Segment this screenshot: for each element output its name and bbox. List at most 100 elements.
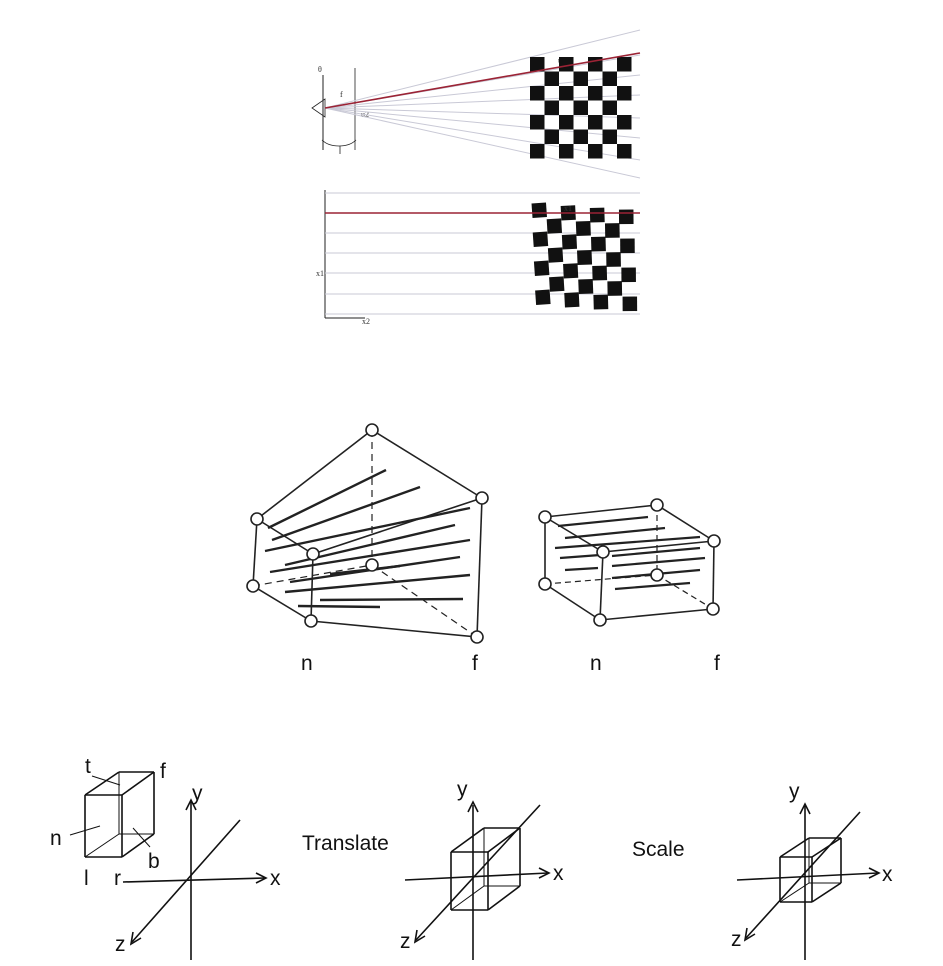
x-axis-arrow [255, 872, 268, 884]
box-inner-line [559, 553, 601, 560]
cuboid-edge [811, 882, 842, 903]
box-edge [599, 608, 714, 621]
scale-label: Scale [632, 838, 685, 861]
axis-label-z: z [400, 930, 411, 953]
label-bottom: b [148, 850, 160, 873]
projection-rays [324, 29, 641, 179]
box-inner-line [564, 566, 599, 572]
projection-ray [324, 94, 641, 109]
frustum-edge [312, 497, 483, 555]
checker-square-warped [564, 292, 580, 308]
axis-label-x: x [882, 863, 893, 886]
frustum-vertex [246, 579, 260, 593]
x-axis-arrow [868, 867, 881, 879]
checker-square-warped [546, 218, 563, 234]
frustum-vertex [250, 512, 264, 526]
checker-square-warped [606, 252, 621, 267]
cuboid-edge [487, 885, 521, 911]
checkerboard-flat [530, 57, 632, 159]
checker-square [530, 144, 545, 159]
bottom-y-axis-label: x1 [316, 269, 324, 278]
box-near-label: n [590, 652, 602, 675]
camera-axis-label: θ [318, 65, 322, 74]
x-axis [404, 872, 549, 881]
checker-square-warped [604, 223, 620, 238]
box-vertex [593, 613, 607, 627]
camera-projection-diagram: θ f u2 u1 [311, 29, 641, 179]
checker-square [617, 86, 632, 101]
checker-square [573, 71, 588, 86]
cuboid-hidden-edge [779, 882, 810, 903]
checker-square [602, 71, 617, 86]
checker-square [588, 115, 603, 130]
projection-ray [324, 107, 641, 119]
frustum-far-label: f [472, 652, 478, 675]
horizontal-rays [325, 192, 640, 315]
checker-square [559, 144, 574, 159]
x-axis [122, 877, 266, 883]
focal-label: f [340, 90, 343, 99]
y-axis-arrow [467, 800, 479, 813]
label-leader [69, 825, 101, 836]
frustum-vertex [365, 423, 379, 437]
label-leader [91, 775, 121, 786]
checker-square-warped [607, 281, 623, 296]
checker-square-warped [620, 238, 635, 254]
checker-square-warped [561, 234, 578, 250]
focal-bracket [321, 139, 357, 147]
frustum-vertex [304, 614, 318, 628]
frustum-inner-line [284, 573, 471, 594]
checkerboard-warped [531, 202, 638, 312]
label-far: f [160, 760, 166, 783]
frustum-vertex [470, 630, 484, 644]
checker-square [544, 71, 559, 86]
z-axis-arrow [413, 929, 426, 944]
box-edge [602, 540, 715, 553]
frustum-near-label: n [301, 652, 313, 675]
frustum-hidden-edge [371, 564, 478, 638]
label-near: n [50, 827, 62, 850]
checker-square-warped [578, 278, 594, 295]
checker-square [544, 129, 559, 144]
box-inner-line [614, 581, 691, 591]
frustum-vertex [475, 491, 489, 505]
frustum-inner-line [271, 485, 421, 542]
translate-label: Translate [302, 832, 389, 855]
box-edge [656, 504, 715, 542]
checker-square-warped [533, 260, 550, 276]
frustum-inner-line [329, 564, 401, 576]
frustum-edge [252, 585, 312, 622]
box-vertex [650, 568, 664, 582]
y-axis-arrow [799, 802, 811, 815]
z-axis-arrow [129, 931, 142, 946]
checker-square-warped [549, 276, 565, 292]
box-inner-line [611, 546, 701, 558]
checker-square-warped [535, 289, 551, 305]
axis-label-z: z [731, 928, 742, 951]
box-hidden-edge [656, 574, 714, 610]
box-vertex [706, 602, 720, 616]
projection-ray [324, 107, 641, 179]
cuboid-hidden-edge [450, 885, 485, 911]
label-top: t [85, 755, 91, 778]
checker-square-warped [593, 294, 609, 310]
checker-square [573, 100, 588, 115]
z-axis [131, 819, 241, 943]
checker-square [530, 57, 545, 72]
box-vertex [538, 577, 552, 591]
checker-square [573, 129, 588, 144]
label-left: l [84, 867, 89, 890]
axis-label-y: y [789, 780, 800, 803]
box-edge [599, 551, 604, 621]
bottom-x-axis-label: x2 [362, 317, 370, 326]
z-axis-arrow [743, 927, 756, 942]
box-vertex [707, 534, 721, 548]
checker-square-warped [589, 207, 605, 223]
checker-square [530, 115, 545, 130]
frustum-inner-line [319, 597, 464, 602]
box-inner-line [611, 556, 706, 568]
checker-square-warped [618, 209, 634, 225]
axis-label-y: y [192, 782, 203, 805]
checker-square [544, 100, 559, 115]
canonical-box-diagram [69, 771, 268, 960]
